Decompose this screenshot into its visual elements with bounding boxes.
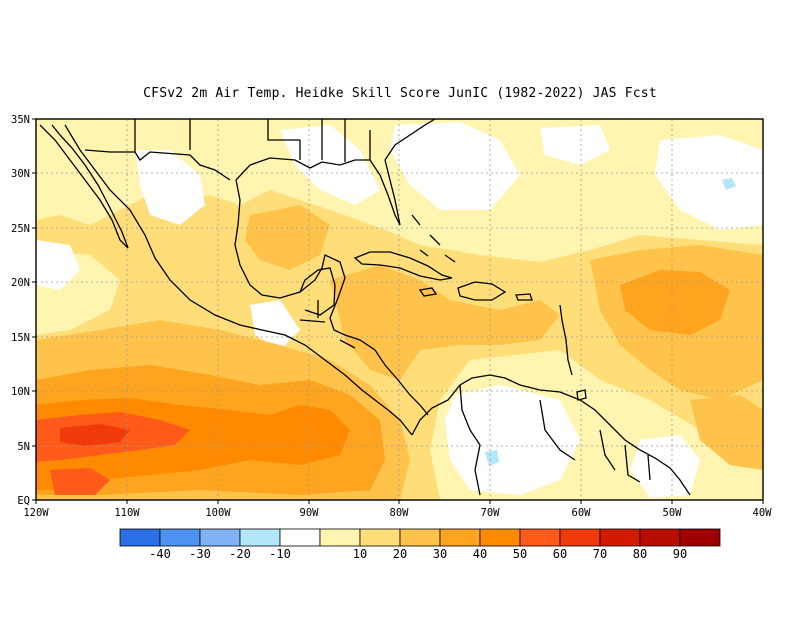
- colorbar-tick-label: -20: [229, 547, 251, 561]
- lon-label: 70W: [481, 507, 501, 519]
- lat-label: 25N: [11, 223, 30, 235]
- lat-label: 5N: [17, 441, 30, 453]
- lon-label: 50W: [663, 507, 683, 519]
- lon-label: 60W: [572, 507, 592, 519]
- field-white-3: [390, 122, 520, 210]
- colorbar-labels: -40 -30 -20 -10 10 20 30 40 50 60 70 80 90: [149, 547, 687, 561]
- field-white-6: [445, 385, 580, 495]
- colorbar: [119, 528, 721, 547]
- lat-label: 10N: [11, 386, 30, 398]
- colorbar-tick-label: 50: [513, 547, 527, 561]
- field-orange-carib: [330, 265, 560, 380]
- colorbar-tick-label: 20: [393, 547, 407, 561]
- colorbar-tick-label: 30: [433, 547, 447, 561]
- shaded-field: [36, 119, 763, 500]
- gridlines: [36, 119, 763, 500]
- colorbar-swatch: [239, 528, 281, 547]
- lat-label: 30N: [11, 168, 30, 180]
- lon-label: 90W: [300, 507, 320, 519]
- lat-label: 35N: [11, 114, 30, 126]
- field-blue-2: [485, 450, 499, 466]
- field-blue-1: [722, 178, 736, 190]
- colorbar-swatch: [519, 528, 561, 547]
- lon-label: 40W: [753, 507, 773, 519]
- lon-label: 120W: [23, 507, 49, 519]
- field-orange-gulf: [245, 205, 330, 270]
- colorbar-tick-label: 60: [553, 547, 567, 561]
- lon-label: 110W: [114, 507, 140, 519]
- colorbar-swatch: [479, 528, 521, 547]
- colorbar-tick-label: 10: [353, 547, 367, 561]
- colorbar-swatch: [119, 528, 161, 547]
- colorbar-swatch: [559, 528, 601, 547]
- colorbar-tick-label: 40: [473, 547, 487, 561]
- colorbar-tick-label: -10: [269, 547, 291, 561]
- colorbar-tick-label: 90: [673, 547, 687, 561]
- colorbar-swatch: [439, 528, 481, 547]
- field-white-5: [540, 125, 610, 165]
- field-white-7: [630, 435, 700, 498]
- field-white-4: [655, 135, 763, 230]
- colorbar-swatch: [679, 528, 721, 547]
- field-dark-red-core: [60, 424, 130, 446]
- lat-labels: 35N 30N 25N 20N 15N 10N 5N EQ: [11, 114, 30, 507]
- lat-label: EQ: [17, 495, 30, 507]
- colorbar-swatch: [359, 528, 401, 547]
- lat-label: 20N: [11, 277, 30, 289]
- colorbar-tick-label: 70: [593, 547, 607, 561]
- field-deep-orange-atl: [620, 270, 730, 335]
- colorbar-swatch: [399, 528, 441, 547]
- colorbar-swatch: [199, 528, 241, 547]
- map-title: CFSv2 2m Air Temp. Heidke Skill Score Ju…: [143, 86, 657, 101]
- colorbar-tick-label: -30: [189, 547, 211, 561]
- field-white-8: [36, 240, 80, 290]
- field-orange-east: [690, 395, 763, 470]
- tick-marks: [32, 118, 764, 504]
- lon-label: 100W: [205, 507, 231, 519]
- lat-label: 15N: [11, 332, 30, 344]
- field-white-2: [280, 125, 380, 205]
- field-white-1: [135, 150, 205, 225]
- colorbar-swatch: [279, 528, 321, 547]
- field-white-9: [250, 300, 300, 350]
- lon-label: 80W: [390, 507, 410, 519]
- colorbar-tick-label: -40: [149, 547, 171, 561]
- colorbar-swatch: [599, 528, 641, 547]
- coastlines: [39, 119, 691, 496]
- colorbar-tick-label: 80: [633, 547, 647, 561]
- field-red-pacific-2: [50, 468, 110, 495]
- colorbar-swatch: [159, 528, 201, 547]
- lon-labels: 120W 110W 100W 90W 80W 70W 60W 50W 40W: [23, 507, 772, 519]
- colorbar-swatch: [639, 528, 681, 547]
- colorbar-swatch: [319, 528, 361, 547]
